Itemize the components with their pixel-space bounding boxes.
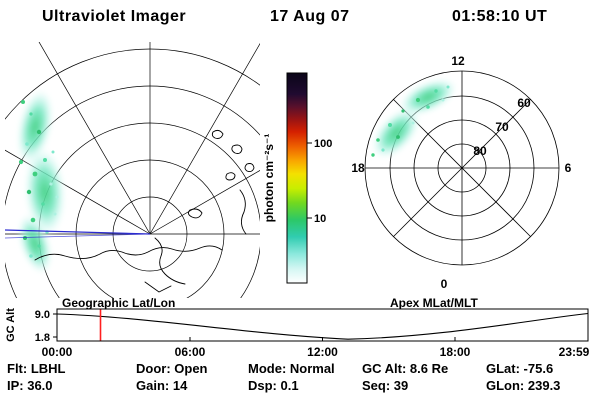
gc-alt-strip-chart: GC Alt 9.0 1.8 00:00 06:00 12:00 18:00 2… <box>5 308 590 359</box>
colorbar-tick-label-10: 10 <box>314 213 326 225</box>
status-gain: Gain: 14 <box>136 378 188 393</box>
status-glon: GLon: 239.3 <box>486 378 561 393</box>
status-mode: Mode: Normal <box>248 361 335 376</box>
header-date: 17 Aug 07 <box>270 8 350 25</box>
status-seq: Seq: 39 <box>362 378 409 393</box>
mlt-label-0: 0 <box>441 277 448 291</box>
apex-polar-panel: 12 18 6 0 60 70 80 <box>351 54 572 291</box>
xtick-label-0600: 06:00 <box>175 345 206 359</box>
xtick-label-1200: 12:00 <box>307 345 338 359</box>
header-time: 01:58:10 UT <box>452 8 548 25</box>
mlat-label-60: 60 <box>517 96 531 110</box>
strip-chart-frame <box>56 308 589 342</box>
xtick-label-1800: 18:00 <box>440 345 471 359</box>
right-panel-caption: Apex MLat/MLT <box>390 296 478 310</box>
status-dsp: Dsp: 0.1 <box>248 378 299 393</box>
status-glat: GLat: -75.6 <box>486 361 554 376</box>
aurora-speckles-apex <box>371 85 450 157</box>
mlt-label-6: 6 <box>565 161 572 175</box>
mlat-label-70: 70 <box>495 120 509 134</box>
ytick-label-9: 9.0 <box>35 309 50 321</box>
aurora-emission-geo <box>16 87 67 275</box>
xtick-label-2359: 23:59 <box>559 345 590 359</box>
aurora-speckles-geo <box>18 100 59 258</box>
colorbar-tick-label-100: 100 <box>314 138 332 150</box>
colorbar: photon cm⁻²s⁻¹ 100 10 <box>263 72 332 284</box>
mlt-label-12: 12 <box>451 54 465 68</box>
app-title: Ultraviolet Imager <box>42 8 187 25</box>
ytick-label-1-8: 1.8 <box>35 332 50 344</box>
colorbar-label: photon cm⁻²s⁻¹ <box>263 134 276 223</box>
mlt-label-18: 18 <box>351 161 365 175</box>
status-gc-alt: GC Alt: 8.6 Re <box>362 361 449 376</box>
strip-chart-ylabel: GC Alt <box>5 308 17 342</box>
mlat-label-80: 80 <box>473 144 487 158</box>
geographic-map-panel <box>5 42 260 298</box>
status-ip: IP: 36.0 <box>7 378 53 393</box>
gc-alt-curve <box>56 312 589 340</box>
aurora-emission-apex <box>371 78 458 160</box>
coastlines <box>34 129 255 293</box>
status-flt: Flt: LBHL <box>7 361 66 376</box>
colorbar-gradient <box>286 72 308 284</box>
status-door: Door: Open <box>136 361 208 376</box>
left-panel-caption: Geographic Lat/Lon <box>62 296 176 310</box>
xtick-label-0000: 00:00 <box>42 345 73 359</box>
spacecraft-track-line <box>5 229 151 239</box>
